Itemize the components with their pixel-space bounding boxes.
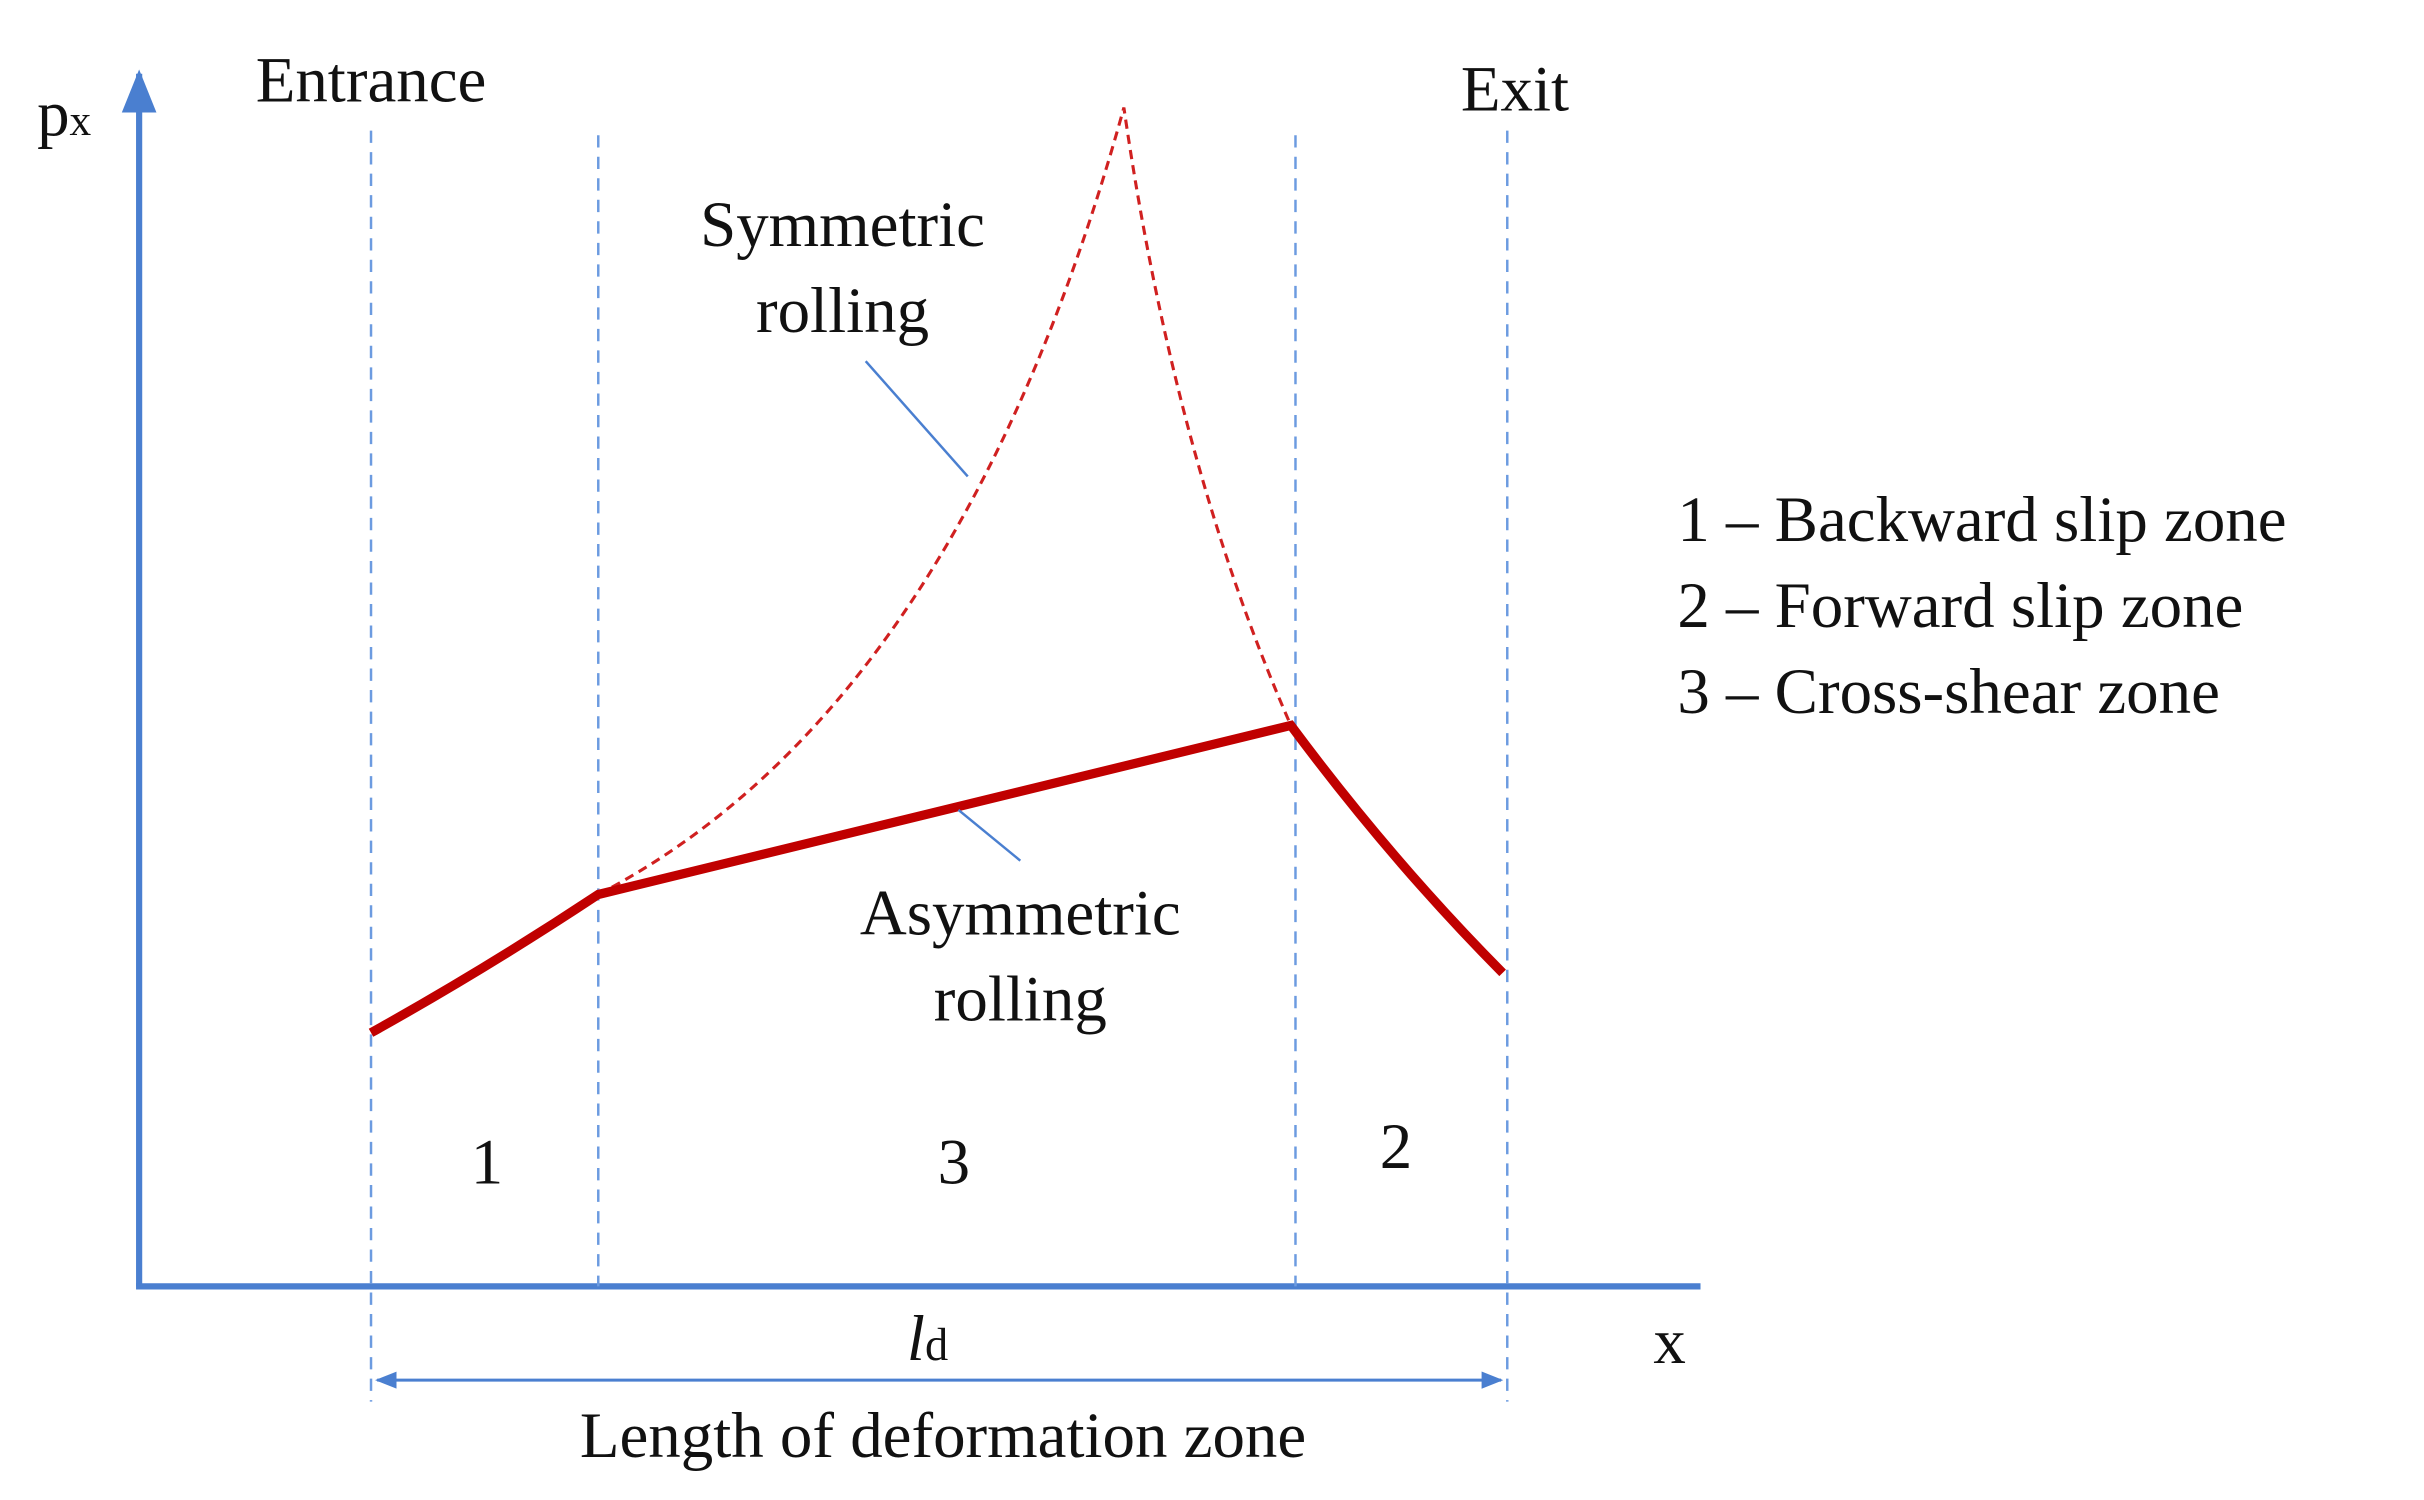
curve-label: rolling xyxy=(934,964,1107,1036)
y-axis-label: px xyxy=(37,78,92,150)
leader-line xyxy=(864,360,969,478)
dimension-symbol: ld xyxy=(907,1303,948,1375)
y-label: p xyxy=(37,78,69,150)
exit-label: Exit xyxy=(1461,54,1569,126)
dimension-caption: Length of deformation zone xyxy=(580,1400,1306,1472)
legend-entry: 2 – Forward slip zone xyxy=(1677,570,2243,642)
curve-label: Asymmetric xyxy=(860,878,1181,950)
asymmetric-curve xyxy=(368,720,1506,1037)
zone-number: 3 xyxy=(938,1127,970,1199)
symmetric-curve xyxy=(597,107,1293,896)
y-label-sub: x xyxy=(70,98,92,145)
symbol: l xyxy=(907,1303,925,1375)
legend-entry: 3 – Cross-shear zone xyxy=(1677,656,2220,728)
zone-number: 2 xyxy=(1380,1111,1412,1183)
curve-label: Symmetric xyxy=(700,189,985,261)
curve-label: rolling xyxy=(756,275,929,347)
symbol-sub: d xyxy=(925,1320,948,1371)
zone-number: 1 xyxy=(471,1127,503,1199)
legend-entry: 1 – Backward slip zone xyxy=(1677,484,2286,556)
x-axis-label: x xyxy=(1653,1306,1685,1378)
entrance-label: Entrance xyxy=(256,45,487,117)
leader-line xyxy=(957,808,1022,862)
